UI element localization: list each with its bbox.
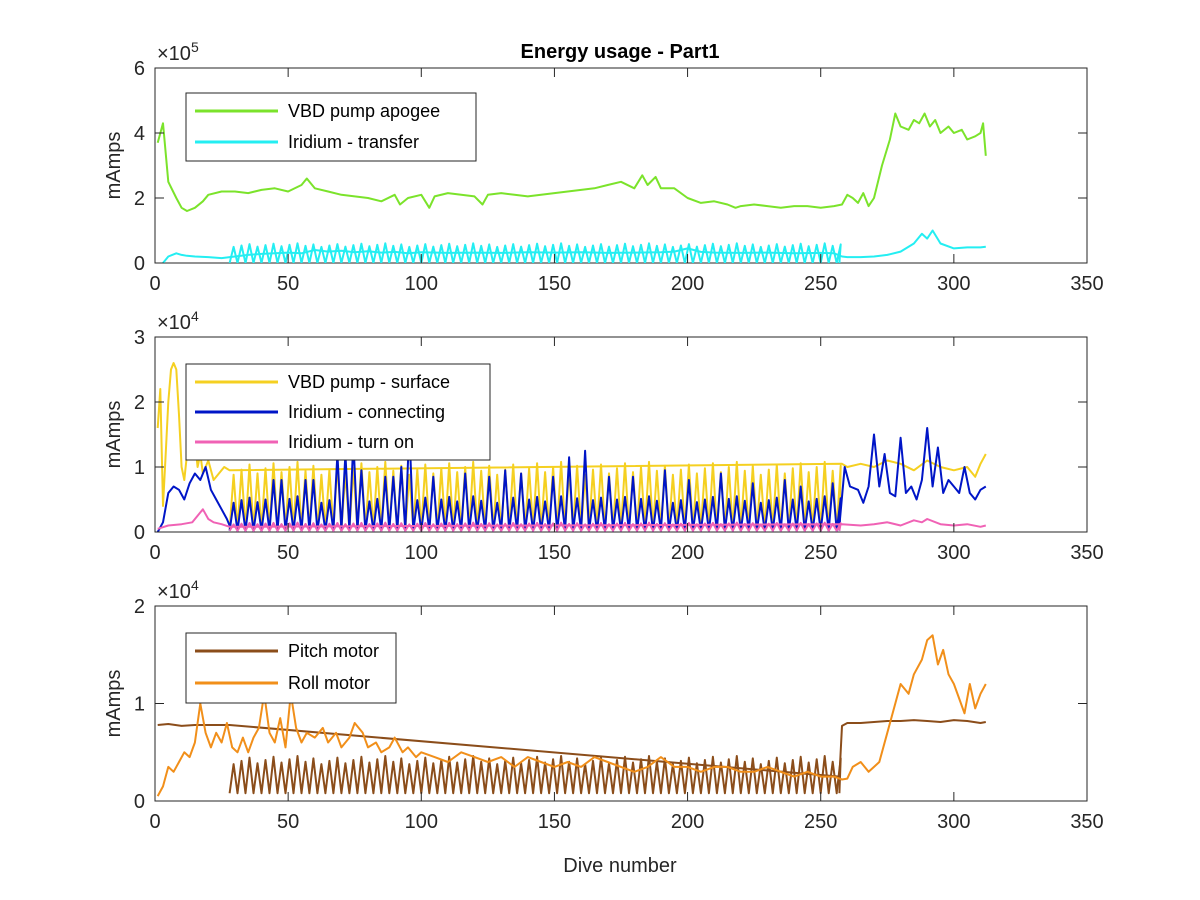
x-tick-label: 200 — [671, 542, 704, 564]
series-line-segment-1 — [228, 460, 842, 531]
x-tick-label: 250 — [804, 273, 837, 295]
y-exponent-label: ×104 — [157, 308, 199, 334]
legend-label-iridium-connecting: Iridium - connecting — [288, 402, 445, 422]
x-tick-label: 100 — [405, 811, 438, 833]
panel-energy-motors: 0 50 100 150 200 250 300 350 0 1 2 ×104 mAmps Pitch m… — [103, 577, 1104, 833]
y-tick-label: 2 — [134, 596, 145, 618]
series-line-roll-motor — [156, 634, 987, 797]
legend-box — [185, 92, 477, 162]
x-tick-label: 250 — [804, 542, 837, 564]
y-tick-label: 6 — [134, 58, 145, 80]
x-tick-label: 0 — [149, 273, 160, 295]
x-tick-label: 350 — [1070, 542, 1103, 564]
y-exponent-label: ×104 — [157, 577, 199, 603]
y-axis-label: mAmps — [103, 670, 125, 738]
x-tick-label: 0 — [149, 542, 160, 564]
x-tick-label: 250 — [804, 811, 837, 833]
x-tick-label: 350 — [1070, 811, 1103, 833]
x-axis-label: Dive number — [563, 855, 677, 877]
x-tick-label: 50 — [277, 542, 299, 564]
x-tick-label: 150 — [538, 811, 571, 833]
x-tick-label: 0 — [149, 811, 160, 833]
series-line-segment-3 — [228, 427, 842, 532]
legend-label-vbd-pump-surface: VBD pump - surface — [288, 372, 450, 392]
legend-label-iridium-turn-on: Iridium - turn on — [288, 432, 414, 452]
series-line-iridium-turn-on — [157, 508, 987, 530]
series-group — [156, 362, 987, 532]
series-line-vbd-pump-apogee — [156, 112, 987, 212]
x-tick-label: 50 — [277, 273, 299, 295]
y-tick-label: 3 — [134, 327, 145, 349]
y-tick-label: 0 — [134, 791, 145, 813]
y-tick-label: 4 — [134, 123, 145, 145]
legend-box — [185, 632, 397, 704]
x-tick-label: 150 — [538, 273, 571, 295]
y-tick-label: 0 — [134, 522, 145, 544]
series-line-segment-2 — [228, 242, 842, 263]
legend-label-iridium-transfer: Iridium - transfer — [288, 132, 419, 152]
series-line-segment-6 — [228, 521, 842, 532]
legend-label-pitch-motor: Pitch motor — [288, 641, 379, 661]
panel-energy-apogee: 0 50 100 150 200 250 300 350 0 2 4 6 ×105 mAmps VBD pu… — [103, 39, 1104, 295]
series-line-vbd-pump-surface — [156, 362, 987, 507]
x-tick-label: 300 — [937, 811, 970, 833]
y-tick-label: 2 — [134, 188, 145, 210]
x-tick-label: 100 — [405, 542, 438, 564]
y-tick-label: 1 — [134, 457, 145, 479]
x-tick-label: 50 — [277, 811, 299, 833]
y-tick-label: 2 — [134, 392, 145, 414]
series-line-pitch-motor — [157, 719, 986, 778]
x-tick-label: 300 — [937, 542, 970, 564]
series-line-segment-4 — [838, 427, 987, 526]
panel-energy-surface: 0 50 100 150 200 250 300 350 0 1 2 3 ×104 mAmps VBD pu… — [103, 308, 1104, 564]
x-tick-label: 300 — [937, 273, 970, 295]
y-axis-label: mAmps — [103, 132, 125, 200]
legend-label-vbd-pump-apogee: VBD pump apogee — [288, 101, 440, 121]
x-tick-label: 150 — [538, 542, 571, 564]
figure-title: Energy usage - Part1 — [521, 41, 720, 63]
series-line-segment-1 — [228, 755, 842, 795]
x-tick-label: 100 — [405, 273, 438, 295]
y-tick-label: 0 — [134, 253, 145, 275]
legend-label-roll-motor: Roll motor — [288, 673, 370, 693]
x-tick-label: 200 — [671, 811, 704, 833]
x-tick-label: 350 — [1070, 273, 1103, 295]
y-tick-label: 1 — [134, 694, 145, 716]
series-line-iridium-connecting — [156, 466, 231, 532]
y-axis-label: mAmps — [103, 401, 125, 469]
x-tick-label: 200 — [671, 273, 704, 295]
series-group — [156, 634, 987, 797]
series-group — [156, 112, 987, 263]
y-exponent-label: ×105 — [157, 39, 199, 65]
